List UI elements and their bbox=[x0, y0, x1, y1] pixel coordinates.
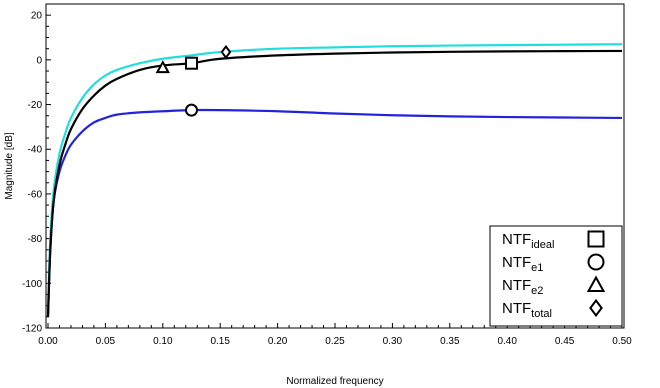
legend: NTFideal NTFe1 NTFe2 NTFtotal bbox=[489, 225, 623, 327]
x-tick-label: 0.35 bbox=[440, 336, 460, 347]
legend-diamond-marker bbox=[589, 298, 603, 318]
legend-triangle-marker bbox=[586, 275, 606, 292]
legend-label: NTFideal bbox=[502, 231, 554, 251]
y-tick-label: -40 bbox=[28, 145, 43, 156]
y-tick-label: -100 bbox=[22, 279, 42, 290]
legend-circle-marker bbox=[587, 253, 605, 271]
y-tick-label: -60 bbox=[28, 189, 43, 200]
y-axis-title: Magnitude [dB] bbox=[4, 132, 15, 199]
series-lines bbox=[46, 43, 623, 317]
circle-marker bbox=[185, 103, 198, 117]
x-axis-title: Normalized frequency bbox=[286, 376, 383, 387]
x-tick-label: 0.30 bbox=[383, 336, 403, 347]
series-line-ntf-total bbox=[46, 43, 623, 311]
y-tick-label: 0 bbox=[36, 55, 42, 66]
diamond-marker bbox=[220, 44, 232, 60]
triangle-marker bbox=[155, 60, 170, 74]
series-line-ntf-e1 bbox=[46, 108, 623, 317]
x-tick-label: 0.15 bbox=[210, 336, 230, 347]
x-tick-label: 0.20 bbox=[268, 336, 288, 347]
x-tick-label: 0.40 bbox=[497, 336, 517, 347]
legend-label: NTFe2 bbox=[502, 277, 543, 297]
plot-area-frame bbox=[45, 3, 625, 329]
series-markers bbox=[155, 44, 232, 117]
square-marker bbox=[185, 56, 198, 70]
y-tick-label: 20 bbox=[31, 11, 43, 22]
x-tick-label: 0.45 bbox=[555, 336, 575, 347]
y-tick-label: -120 bbox=[22, 324, 42, 335]
x-tick-label: 0.00 bbox=[38, 336, 58, 347]
x-tick-label: 0.50 bbox=[612, 336, 632, 347]
legend-square-marker bbox=[587, 230, 605, 248]
legend-label: NTFe1 bbox=[502, 254, 543, 274]
x-tick-label: 0.10 bbox=[153, 336, 173, 347]
y-tick-label: -80 bbox=[28, 234, 43, 245]
x-tick-label: 0.25 bbox=[325, 336, 345, 347]
series-line-ntf-ideal bbox=[46, 49, 623, 317]
y-tick-label: -20 bbox=[28, 100, 43, 111]
x-tick-label: 0.05 bbox=[96, 336, 116, 347]
legend-label: NTFtotal bbox=[502, 300, 552, 320]
